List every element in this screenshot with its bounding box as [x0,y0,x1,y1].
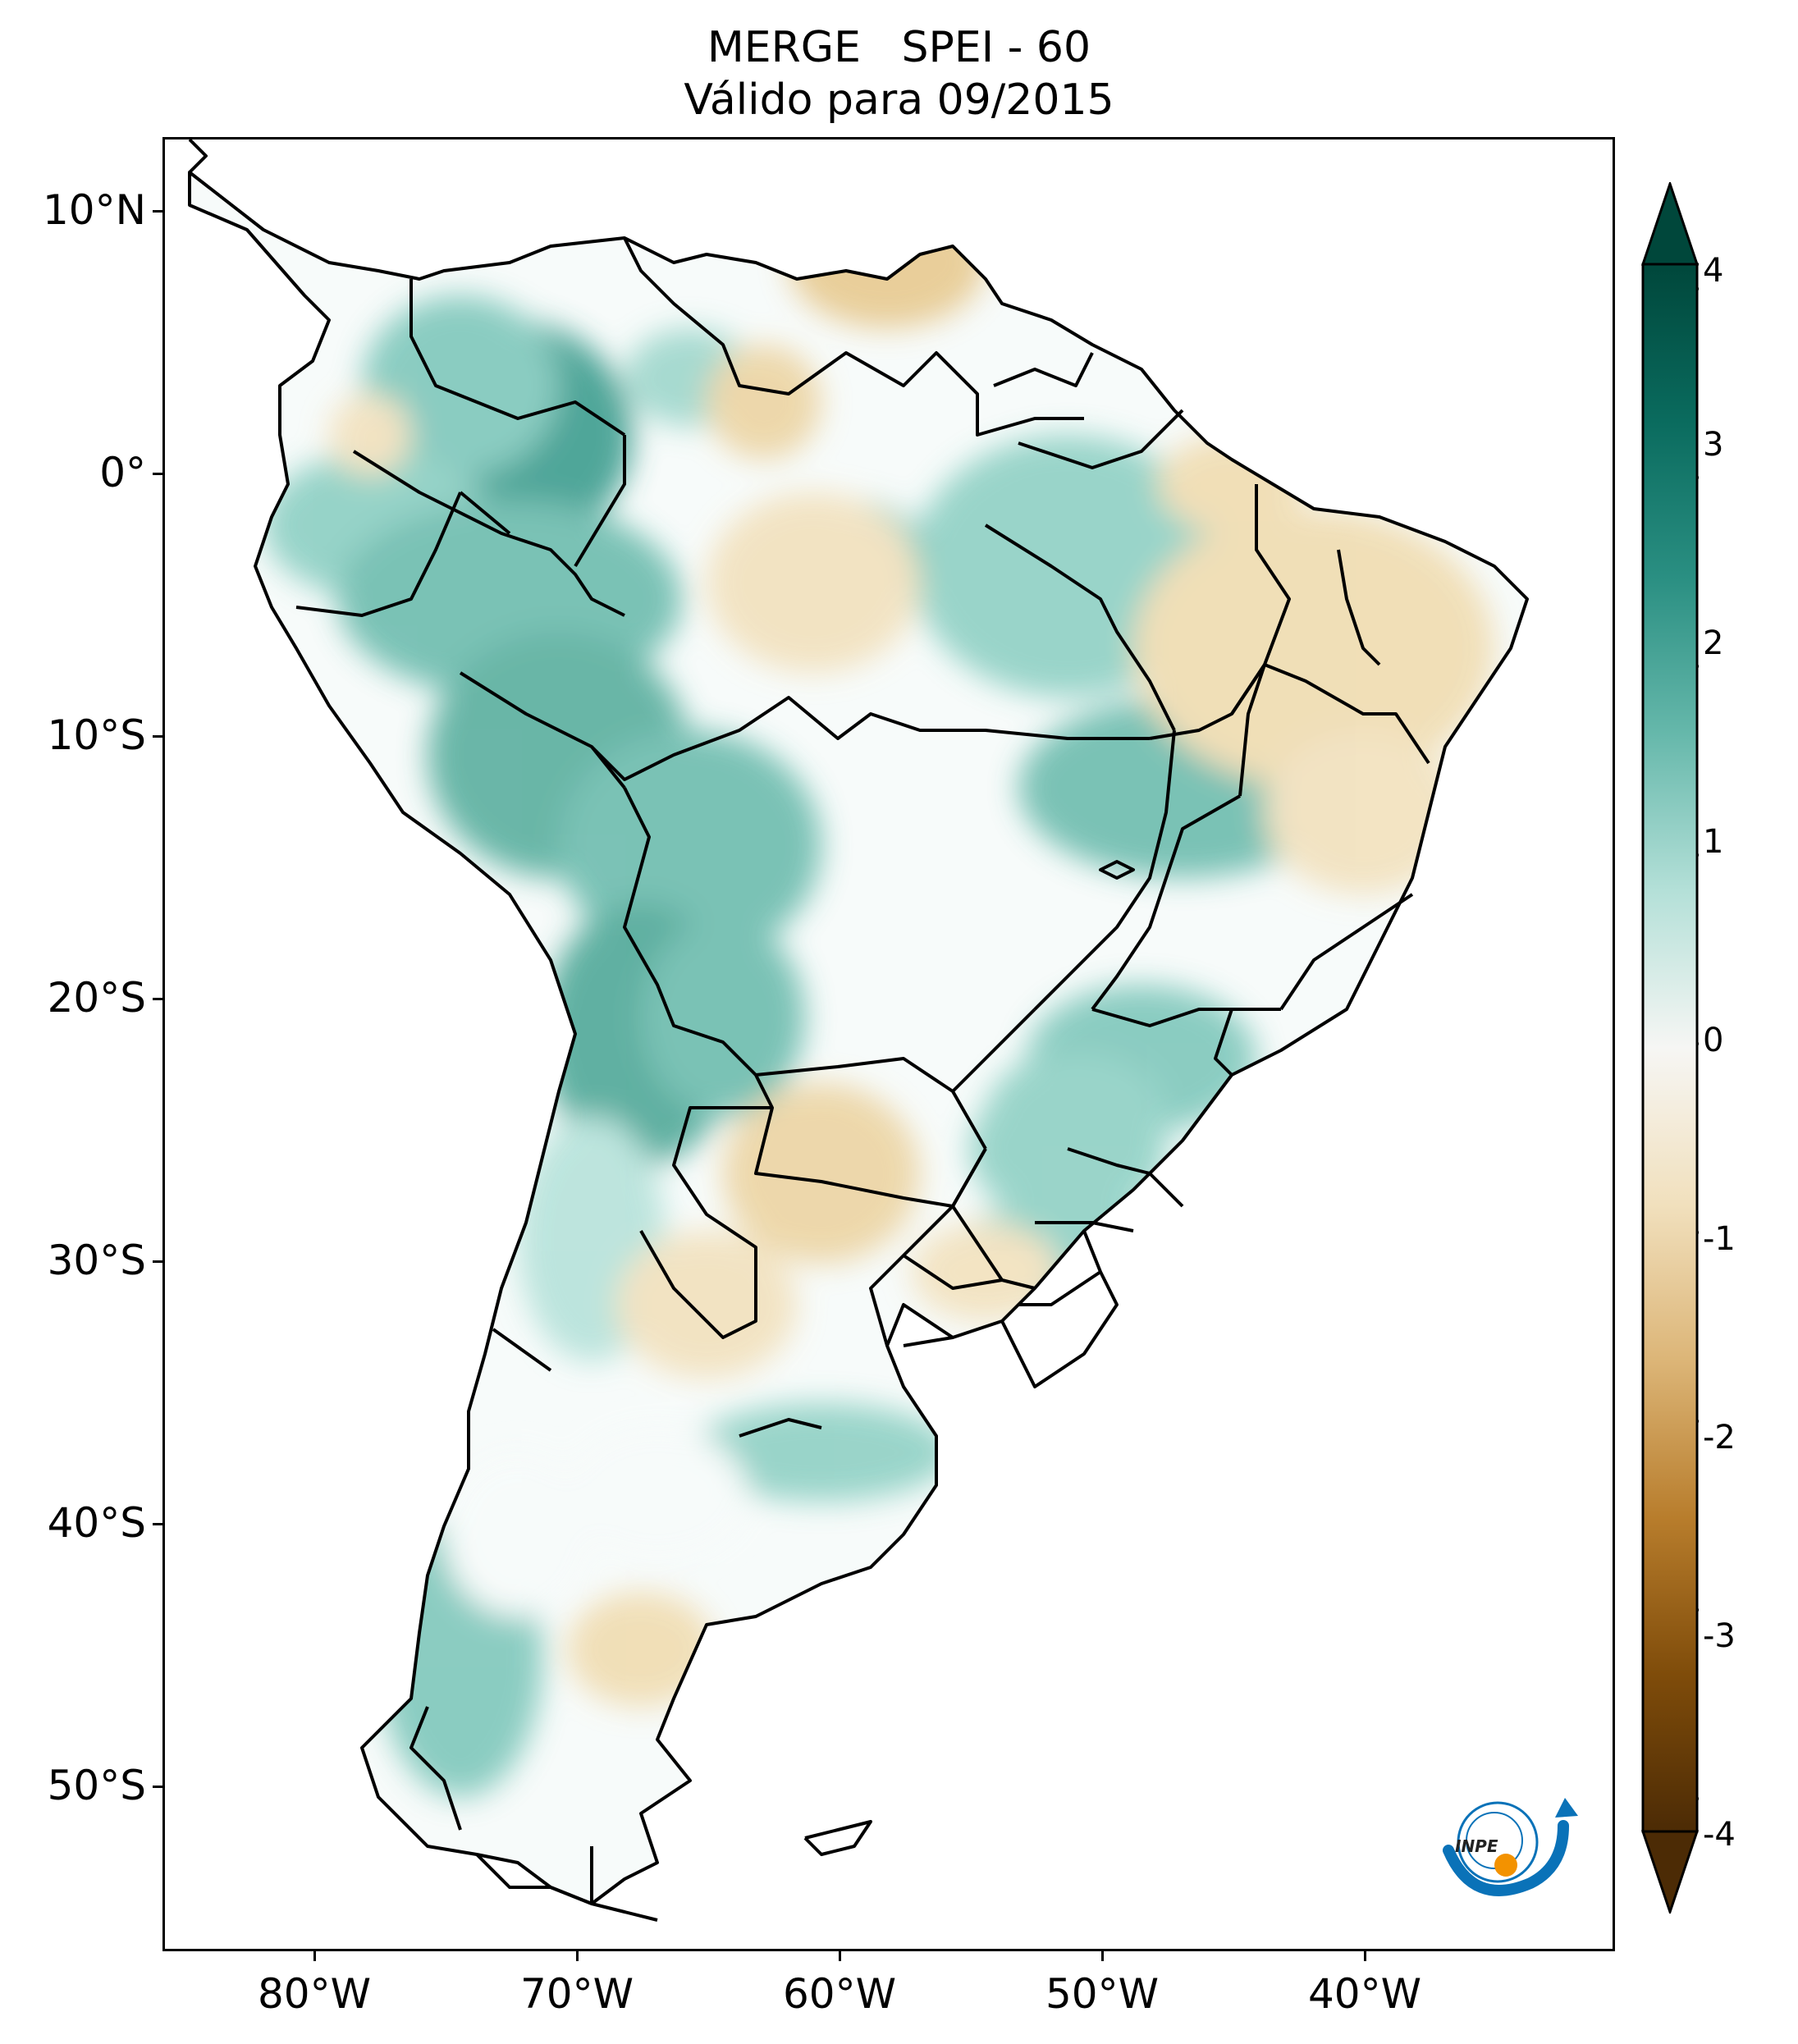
lon-tick-label: 50°W [1045,1970,1160,2018]
lat-tick-label: 50°S [47,1762,146,1809]
colorbar-tick-label: -3 [1703,1617,1736,1655]
map-frame [162,137,1615,1951]
map-title-line2: Válido para 09/2015 [684,75,1114,125]
colorbar-tick-label: -4 [1703,1816,1736,1854]
colorbar-tick-label: -1 [1703,1220,1736,1258]
colorbar-tick-marks [1697,263,1699,1800]
lat-tick-label: 0° [99,449,146,496]
spei-map [188,139,1529,1922]
lat-tick-label: 40°S [47,1499,146,1547]
colorbar [1641,182,1699,1914]
model-name: MERGE [707,23,861,72]
lat-tick-label: 20°S [47,974,146,1022]
lon-tick-mark [576,1951,579,1961]
colorbar-tick-label: 0 [1703,1022,1724,1059]
country-borders [188,139,1529,1922]
lat-tick-label: 10°S [47,711,146,759]
lat-tick-mark [153,1786,162,1788]
lon-tick-label: 70°W [519,1970,634,2018]
colorbar-tick-label: 3 [1703,426,1724,464]
lat-tick-label: 10°N [42,186,146,234]
colorbar-tick-label: -2 [1703,1419,1736,1456]
colorbar-gradient [1641,263,1699,1833]
inpe-logo-icon: INPE [1443,1798,1578,1896]
colorbar-tick-label: 4 [1703,252,1724,290]
lat-tick-mark [153,473,162,475]
lon-tick-mark [1101,1951,1104,1961]
lon-tick-label: 60°W [782,1970,897,2018]
lat-tick-mark [153,998,162,1000]
lat-tick-mark [153,210,162,213]
lon-tick-label: 80°W [257,1970,372,2018]
lat-tick-mark [153,735,162,738]
spei-field [190,172,1527,1904]
lat-tick-mark [153,1260,162,1263]
lat-tick-label: 30°S [47,1237,146,1284]
colorbar-extend-bottom [1641,1830,1699,1914]
colorbar-extend-top [1641,182,1699,266]
lon-tick-label: 40°W [1307,1970,1422,2018]
lon-tick-mark [1364,1951,1366,1961]
lon-tick-mark [313,1951,316,1961]
lon-tick-mark [839,1951,841,1961]
logo-text: INPE [1455,1836,1498,1856]
lat-tick-mark [153,1523,162,1525]
colorbar-tick-label: 1 [1703,823,1724,861]
index-name: SPEI - 60 [901,23,1091,72]
colorbar-tick-label: 2 [1703,624,1724,662]
map-title-line1: MERGE SPEI - 60 [0,23,1798,72]
